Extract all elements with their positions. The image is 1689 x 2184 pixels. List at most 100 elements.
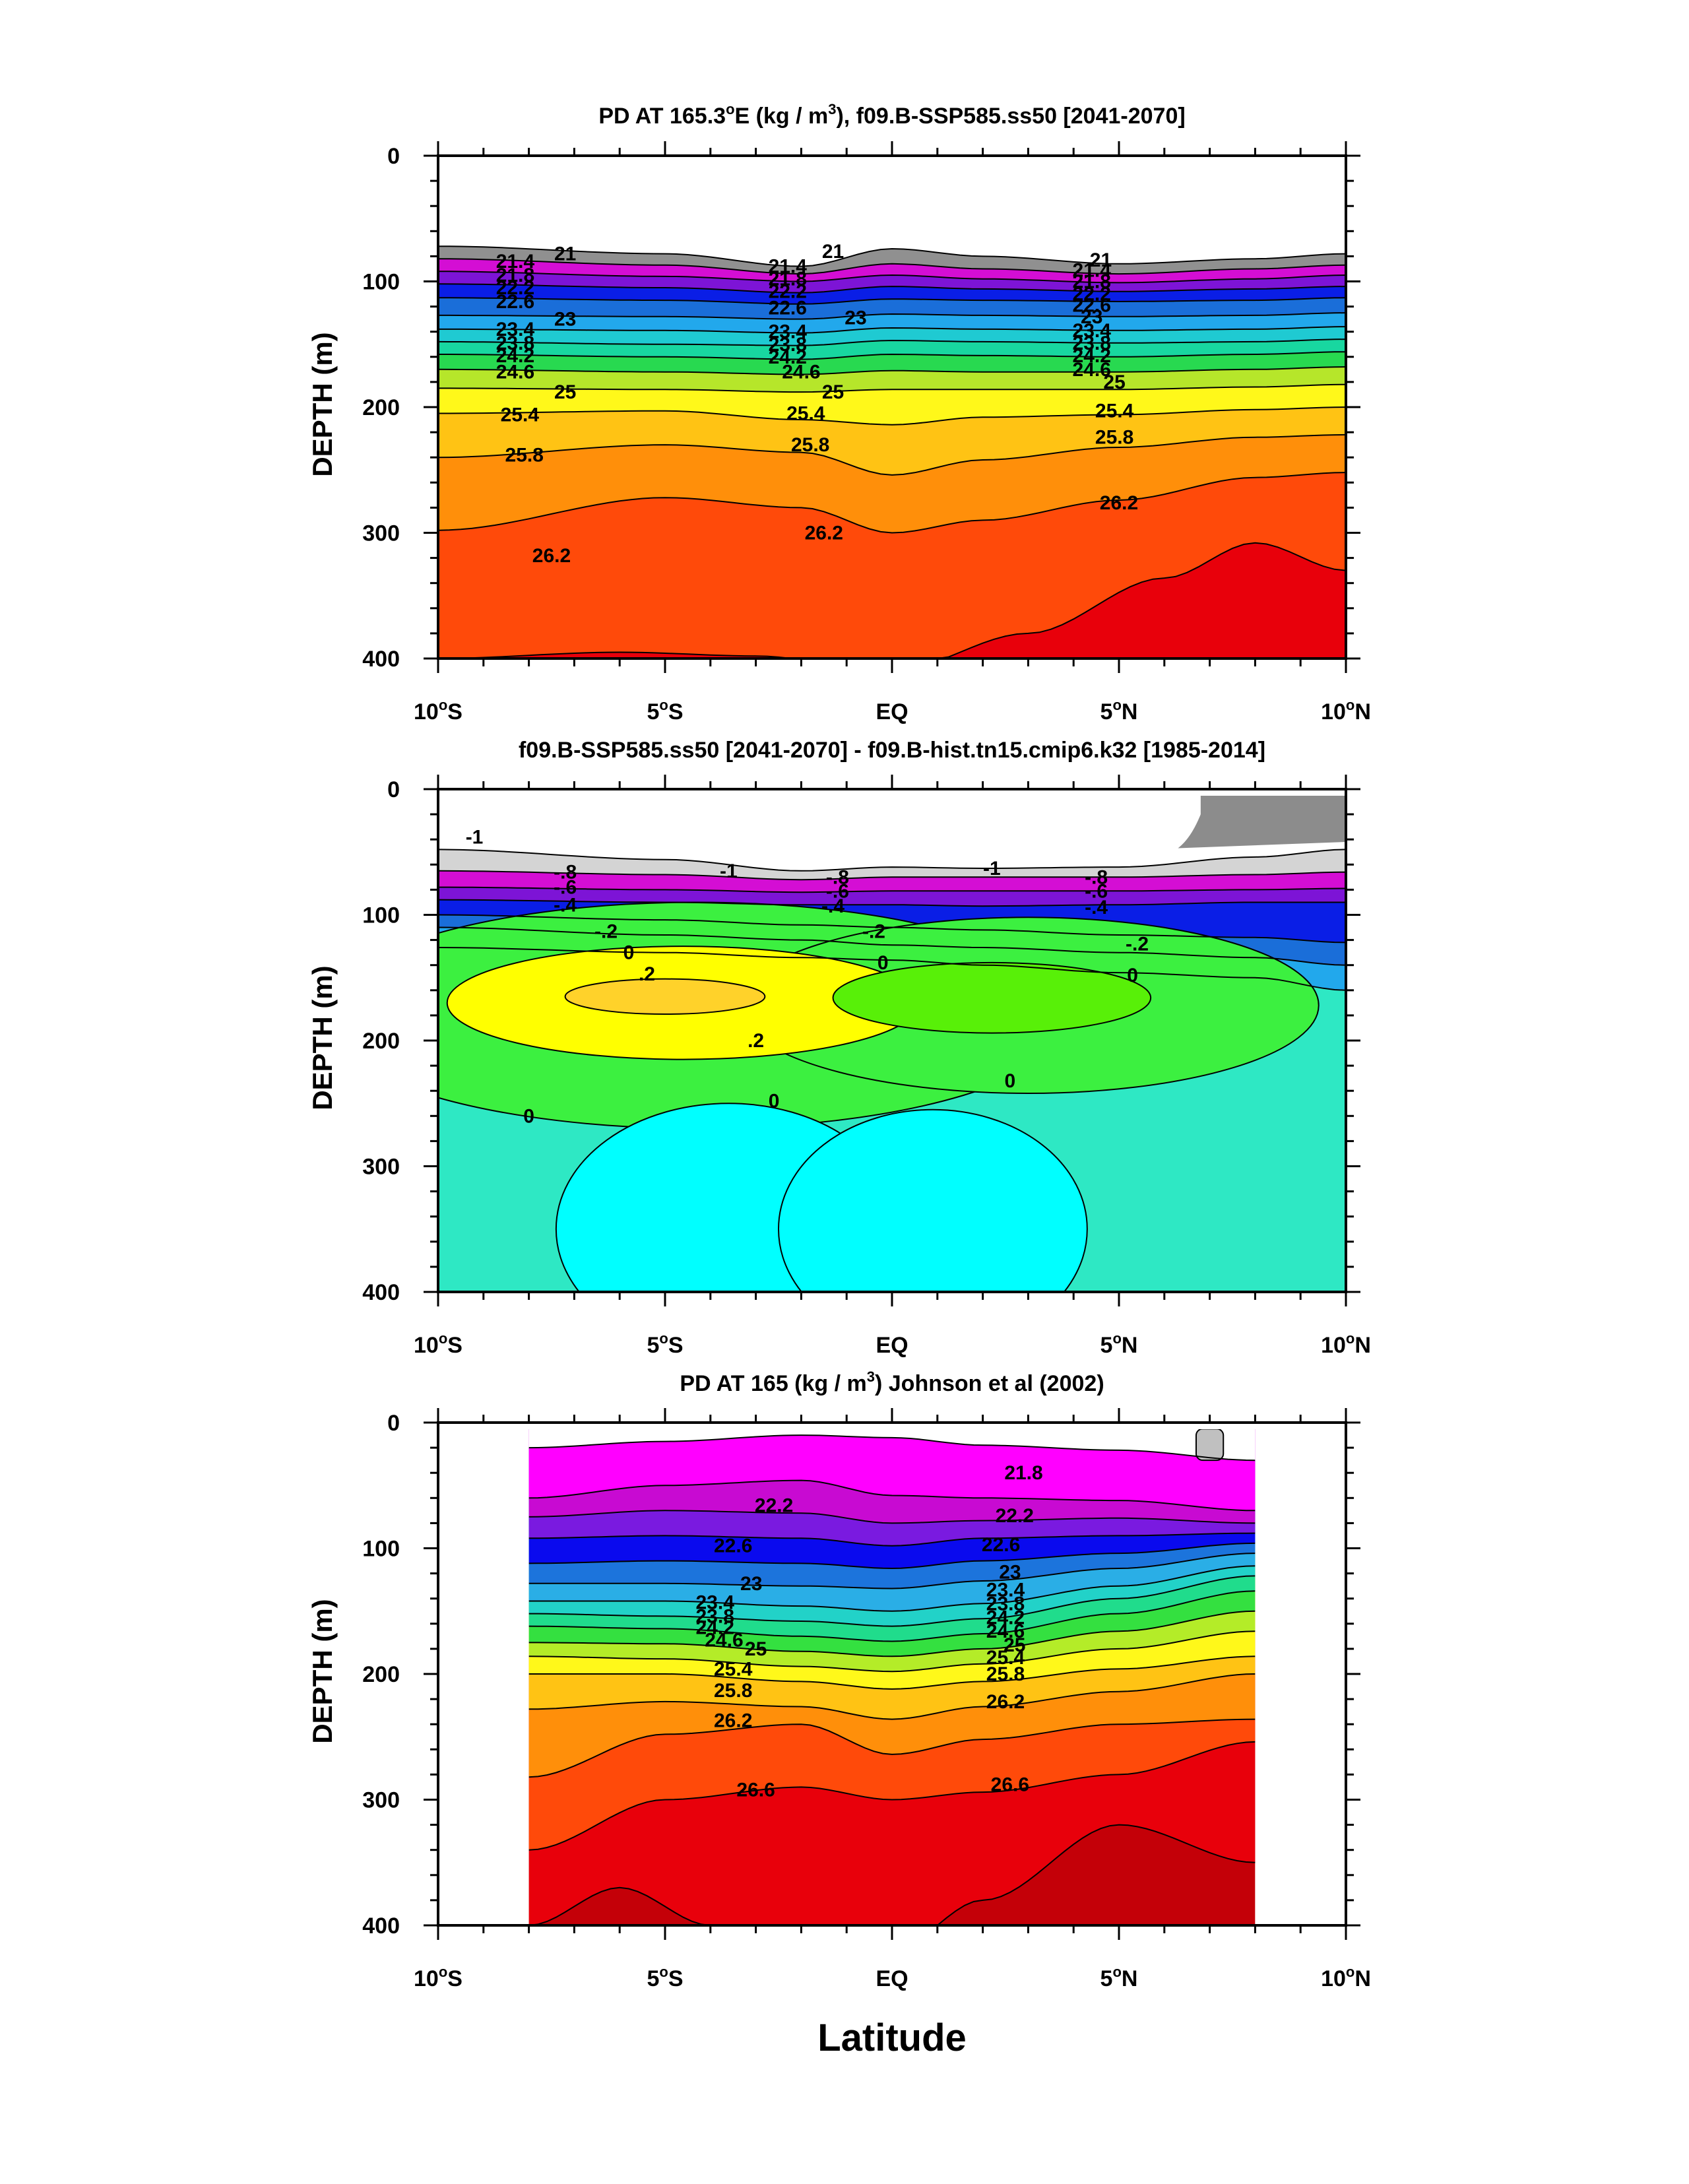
contour-label: 25.4	[501, 404, 540, 426]
contour-label: -.4	[821, 895, 844, 917]
contour-label: -.6	[826, 880, 849, 902]
contour-label: 21.8	[1004, 1462, 1042, 1484]
x-tick-label: 5oS	[647, 697, 683, 724]
contour-label: 0	[1005, 1070, 1016, 1092]
x-tick-label: EQ	[876, 1966, 908, 1991]
y-tick-label: 300	[362, 1788, 400, 1813]
contour-label: 22.6	[982, 1534, 1020, 1556]
contour-label: 23.8	[769, 334, 807, 356]
contour-label: 22.2	[1073, 284, 1111, 305]
x-tick-label: 10oN	[1321, 1964, 1371, 1991]
contour-label: 24.6	[782, 362, 820, 383]
contour-label: 25.8	[791, 434, 829, 456]
contour-line	[528, 1575, 1256, 1627]
contour-line	[438, 351, 1346, 360]
panel-title: PD AT 165.3oE (kg / m3), f09.B-SSP585.ss…	[598, 101, 1185, 129]
contour-label: 22.6	[714, 1535, 752, 1557]
contour-label: 23	[999, 1562, 1021, 1584]
contour-label: -.2	[594, 920, 618, 942]
band-fill	[438, 156, 1346, 267]
panel-title: f09.B-SSP585.ss50 [2041-2070] - f09.B-hi…	[519, 738, 1265, 763]
contour-line	[528, 1718, 1256, 1778]
contour-label: -.2	[1126, 933, 1149, 955]
x-tick-label: 5oS	[647, 1330, 683, 1358]
contour-label: 23.4	[1073, 320, 1112, 342]
contour-line	[438, 258, 1346, 275]
positive-core-south	[564, 978, 766, 1015]
contour-line	[438, 271, 1346, 284]
contour-line	[528, 1824, 1256, 1925]
contour-line	[528, 1479, 1256, 1512]
contour-label: 0	[769, 1090, 780, 1112]
y-tick-label: 200	[362, 1029, 400, 1054]
contour-label: 24.2	[986, 1607, 1025, 1628]
contour-label: 23	[844, 307, 866, 329]
contour-line	[438, 297, 1346, 305]
contour-label: 21.4	[1073, 259, 1112, 281]
x-tick-label: 10oS	[414, 1330, 462, 1358]
contour-line	[528, 1741, 1256, 1851]
contour-label: 25.4	[786, 403, 825, 425]
y-tick-label: 400	[362, 647, 400, 672]
contour-line	[438, 870, 1346, 881]
contour-label: 23	[740, 1573, 762, 1595]
x-tick-label: EQ	[876, 699, 908, 724]
contour-label: 25	[745, 1638, 767, 1660]
contour-label: 22.2	[755, 1495, 793, 1517]
contour-label: 25.4	[986, 1647, 1025, 1669]
contour-label: 23.4	[496, 319, 535, 340]
contour-line	[528, 1532, 1256, 1547]
contour-line	[438, 886, 1346, 893]
panel-title: PD AT 165 (kg / m3) Johnson et al (2002)	[680, 1368, 1104, 1396]
contour-label: 22.2	[769, 281, 807, 303]
contour-label: 26.6	[736, 1779, 775, 1801]
y-tick-label: 100	[362, 270, 400, 295]
contour-label: 24.6	[1073, 359, 1111, 381]
contour-label: -1	[983, 858, 1001, 880]
contour-label: 22.2	[996, 1505, 1034, 1527]
contour-line	[438, 434, 1346, 476]
contour-label: 0	[623, 942, 635, 964]
contour-line	[528, 1610, 1256, 1657]
y-axis-label: DEPTH (m)	[307, 1599, 338, 1743]
contour-label: 22.6	[769, 298, 807, 319]
contour-label: 23.8	[496, 333, 534, 354]
panel-pd-ssp585: PD AT 165.3oE (kg / m3), f09.B-SSP585.ss…	[307, 101, 1371, 724]
contour-line	[528, 1542, 1256, 1570]
ne-gray-patch	[1195, 1429, 1225, 1461]
contour-line	[528, 1590, 1256, 1642]
y-tick-label: 400	[362, 1913, 400, 1939]
contour-line	[438, 245, 1346, 267]
x-tick-label: EQ	[876, 1333, 908, 1358]
contour-label: -.8	[1085, 866, 1108, 888]
contour-line	[528, 1630, 1256, 1673]
contour-label: 25.8	[986, 1663, 1025, 1685]
contour-label: 25.4	[714, 1658, 753, 1680]
contour-label: -1	[466, 826, 484, 848]
y-tick-label: 300	[362, 521, 400, 546]
x-tick-label: 10oN	[1321, 1330, 1371, 1358]
contour-label: 25	[1004, 1634, 1025, 1656]
contour-label: 0	[1127, 965, 1138, 986]
contour-label: 26.2	[714, 1710, 752, 1731]
y-tick-label: 100	[362, 903, 400, 928]
contour-label: 23.4	[986, 1579, 1025, 1601]
contour-line	[438, 926, 1346, 966]
contour-label: 21	[822, 241, 844, 263]
panel-difference: f09.B-SSP585.ss50 [2041-2070] - f09.B-hi…	[307, 738, 1371, 1358]
contour-line	[438, 326, 1346, 334]
contour-label: 22.6	[496, 291, 534, 313]
contour-label: 0	[523, 1105, 534, 1127]
y-axis-label: DEPTH (m)	[307, 332, 338, 476]
contour-label: -.8	[826, 866, 849, 888]
contour-field	[438, 796, 1346, 1292]
contour-label: 26.2	[532, 545, 571, 567]
contour-field	[528, 1429, 1256, 1925]
contour-label: 25.8	[505, 444, 544, 466]
contour-label: 24.2	[496, 345, 534, 367]
contour-line	[438, 899, 1346, 907]
contour-line	[438, 312, 1346, 320]
contour-label: 23	[1081, 306, 1102, 328]
contour-label: .2	[748, 1030, 764, 1052]
